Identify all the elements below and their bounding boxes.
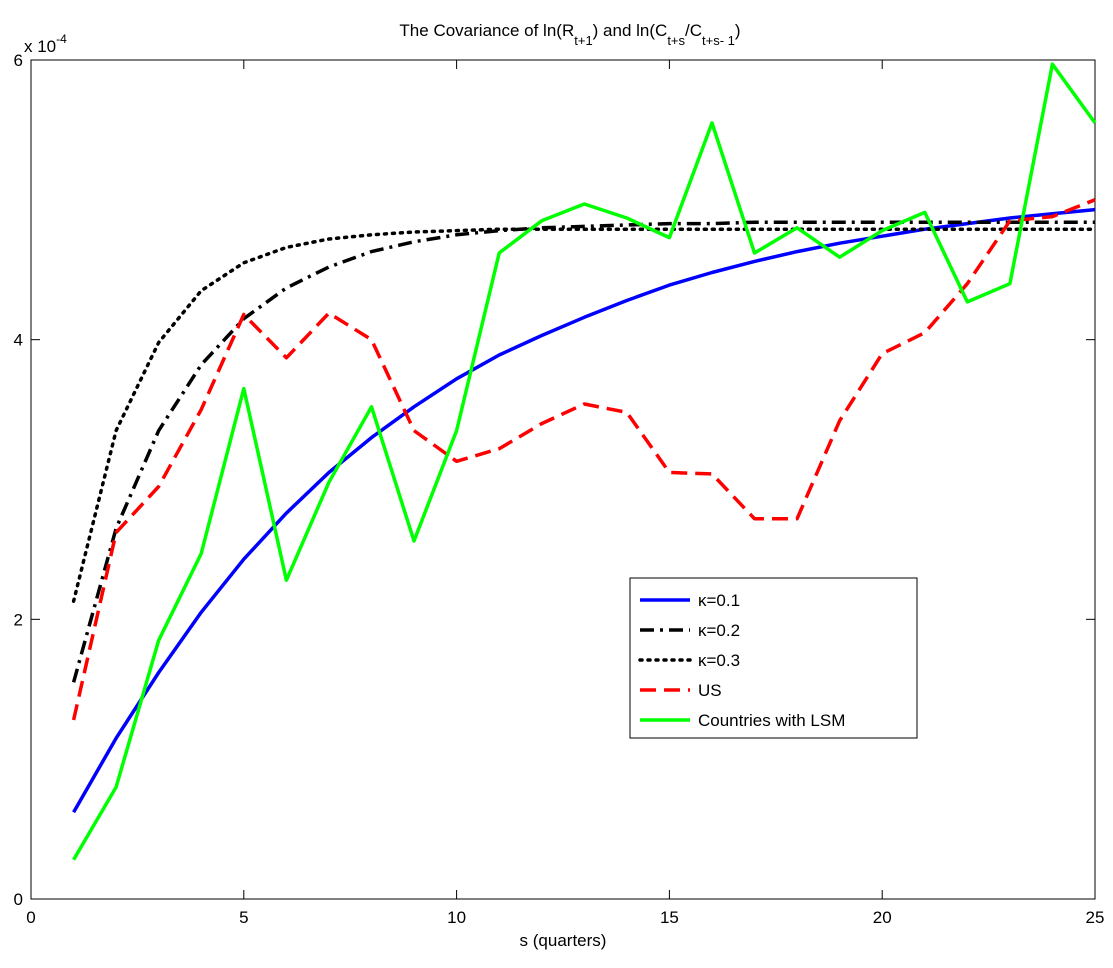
title-part: ) [735, 21, 741, 40]
x-tick-label: 20 [873, 908, 892, 927]
x-axis-title: s (quarters) [520, 931, 607, 950]
y-tick-label: 4 [14, 331, 23, 350]
chart-title: The Covariance of ln(Rt+1) and ln(Ct+s/C… [399, 21, 740, 48]
x-tick-label: 15 [660, 908, 679, 927]
exponent-base: x 10 [24, 37, 56, 56]
y-tick-label: 6 [14, 51, 23, 70]
legend-label: US [698, 681, 722, 700]
x-tick-label: 10 [447, 908, 466, 927]
title-part: ) and ln(C [593, 21, 668, 40]
legend-label: κ=0.3 [698, 651, 740, 670]
series-layer [71, 62, 1097, 861]
exponent-power: -4 [56, 32, 67, 46]
legend-label: κ=0.2 [698, 621, 740, 640]
y-exponent-label: x 10-4 [24, 32, 67, 56]
series-line-2 [71, 227, 1097, 603]
legend-box [629, 577, 918, 739]
plot-area [30, 59, 1096, 900]
legend: κ=0.1 κ=0.2 κ=0.3 US Countries with LSM [629, 577, 918, 739]
series-line-4 [72, 62, 1097, 861]
series-line-3 [71, 198, 1096, 721]
y-tick-label: 0 [14, 890, 23, 909]
axis-ticks: 0 5 10 15 20 25 0 2 4 6 [14, 51, 1105, 927]
title-subscript: t+s- 1 [702, 33, 735, 48]
y-tick-label: 2 [14, 610, 23, 629]
x-tick-label: 5 [239, 908, 248, 927]
legend-label: Countries with LSM [698, 711, 845, 730]
title-subscript: t+s [667, 33, 685, 48]
series-line-0 [72, 207, 1096, 814]
title-part: /C [685, 21, 702, 40]
title-part: The Covariance of ln(R [399, 21, 574, 40]
legend-label: κ=0.1 [698, 591, 740, 610]
title-subscript: t+1 [574, 33, 592, 48]
x-tick-label: 25 [1086, 908, 1105, 927]
x-tick-label: 0 [26, 908, 35, 927]
